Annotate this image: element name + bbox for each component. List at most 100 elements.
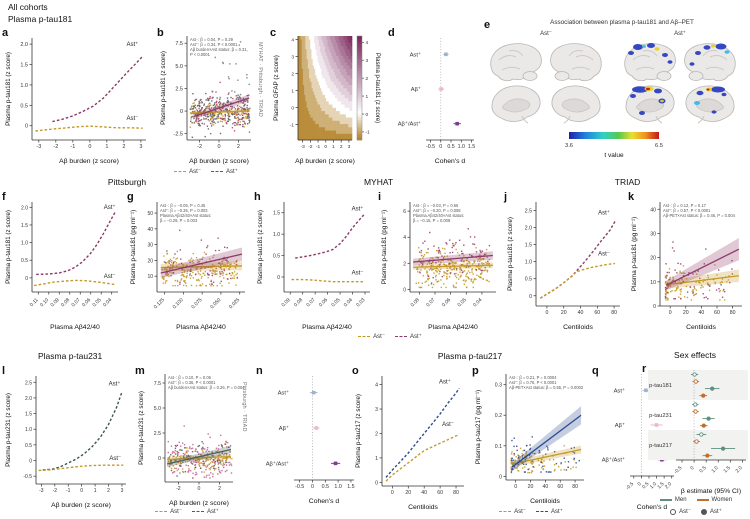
svg-text:Ast⁺: Ast⁺ bbox=[278, 390, 289, 397]
header-ptau181: Plasma p-tau181 bbox=[8, 14, 73, 24]
legend-panel-b: Ast⁻ Ast⁺ bbox=[157, 168, 255, 175]
svg-text:0.08: 0.08 bbox=[60, 297, 71, 308]
svg-text:Cohen's d: Cohen's d bbox=[637, 504, 668, 511]
svg-text:20: 20 bbox=[528, 484, 534, 490]
title-pittsburgh: Pittsburgh bbox=[107, 177, 147, 187]
svg-text:-0.5: -0.5 bbox=[23, 474, 32, 480]
title-triad: TRIAD bbox=[614, 177, 641, 187]
svg-text:0.2: 0.2 bbox=[495, 413, 502, 419]
svg-text:Centiloids: Centiloids bbox=[563, 324, 593, 331]
svg-text:40: 40 bbox=[147, 227, 153, 233]
svg-text:P < 0.0001: P < 0.0001 bbox=[190, 52, 211, 57]
svg-text:0: 0 bbox=[29, 459, 32, 465]
svg-text:4: 4 bbox=[375, 383, 378, 389]
svg-text:0.025: 0.025 bbox=[228, 297, 241, 310]
legend-item-ast-neg: Ast⁻ bbox=[155, 508, 182, 515]
svg-text:0: 0 bbox=[324, 144, 327, 150]
svg-text:2: 2 bbox=[366, 76, 369, 82]
legend-item-ast-pos: Ast⁺ bbox=[211, 168, 238, 175]
svg-text:Ast⁺: Ast⁺ bbox=[410, 51, 421, 58]
svg-text:f: f bbox=[2, 191, 6, 203]
panel-m-cohort-label: Pittsburgh · TRIAD bbox=[241, 382, 247, 432]
svg-text:-2: -2 bbox=[176, 486, 181, 492]
ast-pos-dash-icon bbox=[395, 336, 407, 337]
svg-text:0.07: 0.07 bbox=[305, 297, 316, 308]
svg-text:-2: -2 bbox=[308, 144, 313, 150]
legend-item-ast-pos: Ast⁺ bbox=[395, 333, 422, 340]
svg-text:Aβ burden (z score): Aβ burden (z score) bbox=[189, 158, 249, 165]
svg-text:60: 60 bbox=[437, 490, 443, 496]
svg-text:2.5: 2.5 bbox=[175, 86, 183, 92]
svg-text:2.0: 2.0 bbox=[735, 465, 744, 474]
header-all-cohorts: All cohorts bbox=[8, 2, 48, 12]
svg-text:1.5: 1.5 bbox=[25, 412, 32, 418]
svg-text:Aβ burden (z score): Aβ burden (z score) bbox=[169, 500, 229, 507]
svg-text:0: 0 bbox=[514, 484, 517, 490]
svg-text:i: i bbox=[378, 191, 381, 203]
ast-pos-dash-icon bbox=[192, 511, 204, 512]
svg-text:Plasma p-tau217 (pg ml⁻¹): Plasma p-tau217 (pg ml⁻¹) bbox=[475, 390, 482, 464]
svg-text:1.5: 1.5 bbox=[273, 211, 280, 217]
svg-text:1.5: 1.5 bbox=[723, 465, 732, 474]
men-line-icon bbox=[659, 499, 672, 501]
svg-text:0: 0 bbox=[277, 275, 280, 281]
svg-text:20: 20 bbox=[683, 310, 689, 316]
svg-text:1.0: 1.0 bbox=[21, 241, 28, 247]
svg-text:Centiloids: Centiloids bbox=[686, 324, 716, 331]
svg-text:Plasma p-tau181 (z score): Plasma p-tau181 (z score) bbox=[374, 53, 380, 123]
svg-text:Plasma GFAP (z score): Plasma GFAP (z score) bbox=[273, 55, 280, 121]
svg-text:-3: -3 bbox=[39, 488, 44, 494]
svg-text:k: k bbox=[628, 191, 635, 203]
panel-h-myhat-lines: h 0.09 0.08 0.07 0.06 0.05 0.04 0.03 0 0.5 1.0 1.5 P… bbox=[254, 190, 376, 332]
svg-text:r: r bbox=[642, 363, 647, 375]
svg-text:1: 1 bbox=[366, 94, 369, 100]
svg-text:20: 20 bbox=[147, 258, 153, 264]
panel-c-gfap-contour: c -3 -2 -1 0 1 2 3 -1 0 1 2 3 4 Aβ burden (z score) Pla… bbox=[270, 26, 386, 166]
svg-text:3: 3 bbox=[366, 58, 369, 64]
svg-text:-1: -1 bbox=[290, 123, 295, 129]
svg-text:Ast⁻: β = 0.04, P = 0.29: Ast⁻: β = 0.04, P = 0.29 bbox=[190, 37, 234, 42]
panel-o-ptau217-lines: o 0 20 40 60 80 0 1 2 3 4 Centiloids Plasma p-tau217… bbox=[352, 364, 470, 512]
filled-dot-icon bbox=[701, 508, 707, 515]
svg-text:0.5: 0.5 bbox=[447, 144, 454, 150]
svg-text:Ast⁻: β = −0.05, P = 0.45: Ast⁻: β = −0.05, P = 0.45 bbox=[160, 203, 206, 208]
svg-text:Plasma p-tau217 (z score): Plasma p-tau217 (z score) bbox=[355, 394, 362, 468]
legend-item-ast-pos: Ast⁺ bbox=[536, 508, 563, 515]
svg-text:0.5: 0.5 bbox=[322, 484, 329, 490]
svg-text:0.04: 0.04 bbox=[472, 297, 483, 308]
svg-text:g: g bbox=[127, 191, 134, 203]
svg-text:-0.5: -0.5 bbox=[625, 481, 635, 491]
svg-text:2: 2 bbox=[122, 144, 125, 150]
svg-text:0.5: 0.5 bbox=[641, 481, 650, 490]
svg-text:Ast⁺: β = 0.34, P < 0.0001: Ast⁺: β = 0.34, P < 0.0001 bbox=[190, 42, 238, 47]
legend-item-ast-neg: Ast⁻ bbox=[670, 508, 691, 515]
svg-text:40: 40 bbox=[578, 310, 584, 316]
svg-text:Aβ⁺: Aβ⁺ bbox=[279, 425, 289, 432]
svg-text:2.0: 2.0 bbox=[25, 396, 32, 402]
svg-text:60: 60 bbox=[594, 310, 600, 316]
svg-text:0.5: 0.5 bbox=[525, 277, 532, 283]
svg-text:6.5: 6.5 bbox=[655, 143, 663, 149]
svg-text:Plasma Aβ42/40: Plasma Aβ42/40 bbox=[176, 324, 226, 331]
svg-text:Plasma Aβ42/40: Plasma Aβ42/40 bbox=[50, 324, 100, 331]
svg-text:1.5: 1.5 bbox=[525, 243, 532, 249]
svg-text:t value: t value bbox=[604, 152, 624, 159]
svg-text:Aβ burden (z score): Aβ burden (z score) bbox=[59, 158, 119, 165]
svg-text:0.5: 0.5 bbox=[21, 258, 28, 264]
svg-text:0.06: 0.06 bbox=[318, 297, 329, 308]
svg-text:60: 60 bbox=[557, 484, 563, 490]
svg-text:Ast⁺: Ast⁺ bbox=[352, 206, 364, 213]
panel-l-ptau231-lines: l -3 -2 -1 0 1 2 3 -0.5 0 0.5 1.0 1.5 2.0 2.5 Aβ burden… bbox=[2, 364, 132, 510]
svg-text:-1: -1 bbox=[70, 144, 75, 150]
svg-text:Ast⁺: β = −0.35, P = 0.003: Ast⁺: β = −0.35, P = 0.003 bbox=[160, 208, 208, 213]
svg-text:Plasma p-tau181 (pg ml⁻¹): Plasma p-tau181 (pg ml⁻¹) bbox=[130, 210, 137, 284]
panel-b-ptau181-scatter: b -2 0 2 -2.5 0 2.5 5.0 7.5 Aβ burden (z score) Pl… bbox=[157, 26, 255, 166]
title-sex-effects: Sex effects bbox=[674, 350, 716, 360]
svg-text:1.5: 1.5 bbox=[347, 484, 354, 490]
svg-text:3: 3 bbox=[375, 407, 378, 413]
svg-text:β = −0.29, P = 0.003: β = −0.29, P = 0.003 bbox=[160, 218, 198, 223]
ast-neg-dash-icon bbox=[155, 511, 168, 512]
svg-text:Ast⁻: β = 0.12, P = 0.17: Ast⁻: β = 0.12, P = 0.17 bbox=[663, 203, 707, 208]
svg-text:Ast⁺: β = 0.57, P < 0.0001: Ast⁺: β = 0.57, P < 0.0001 bbox=[663, 208, 711, 213]
